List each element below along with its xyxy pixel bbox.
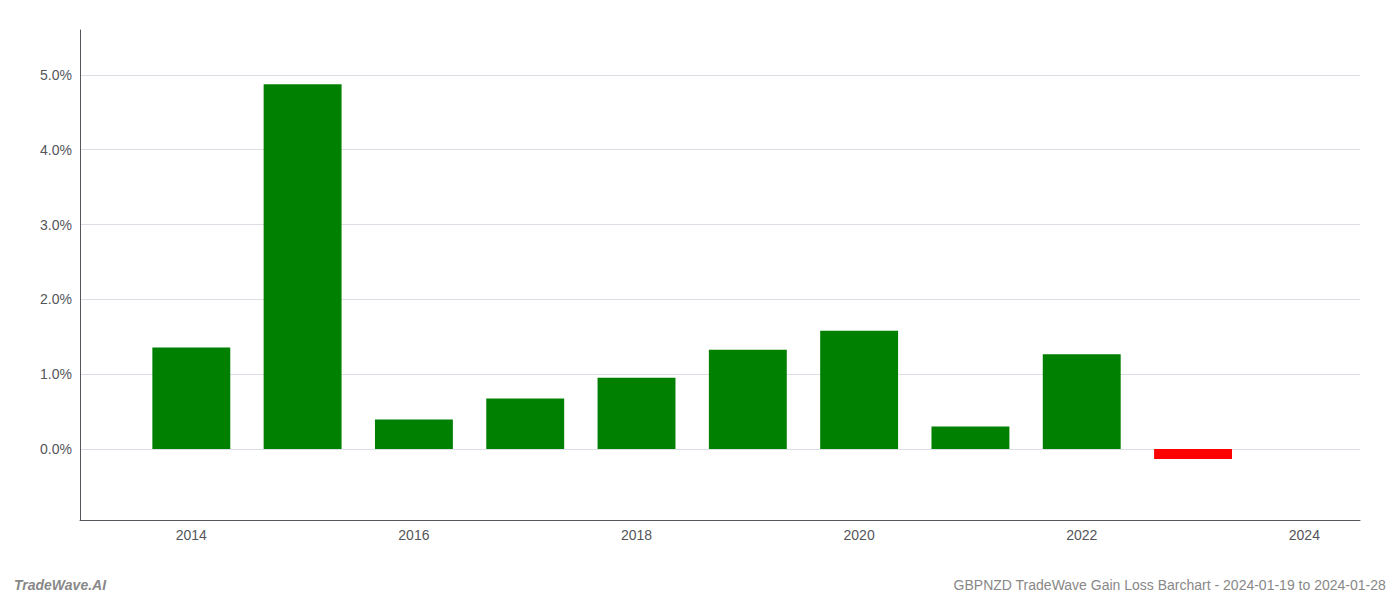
svg-text:4.0%: 4.0% <box>40 142 72 158</box>
svg-text:2.0%: 2.0% <box>40 291 72 307</box>
svg-text:5.0%: 5.0% <box>40 67 72 83</box>
svg-text:TradeWave.AI: TradeWave.AI <box>14 577 107 593</box>
svg-text:GBPNZD TradeWave Gain Loss Bar: GBPNZD TradeWave Gain Loss Barchart - 20… <box>954 577 1386 593</box>
svg-text:2016: 2016 <box>398 527 429 543</box>
svg-text:0.0%: 0.0% <box>40 441 72 457</box>
svg-text:2018: 2018 <box>621 527 652 543</box>
svg-text:3.0%: 3.0% <box>40 217 72 233</box>
svg-text:2020: 2020 <box>844 527 875 543</box>
svg-text:2014: 2014 <box>176 527 207 543</box>
svg-text:2024: 2024 <box>1289 527 1320 543</box>
svg-text:2022: 2022 <box>1066 527 1097 543</box>
svg-text:1.0%: 1.0% <box>40 366 72 382</box>
